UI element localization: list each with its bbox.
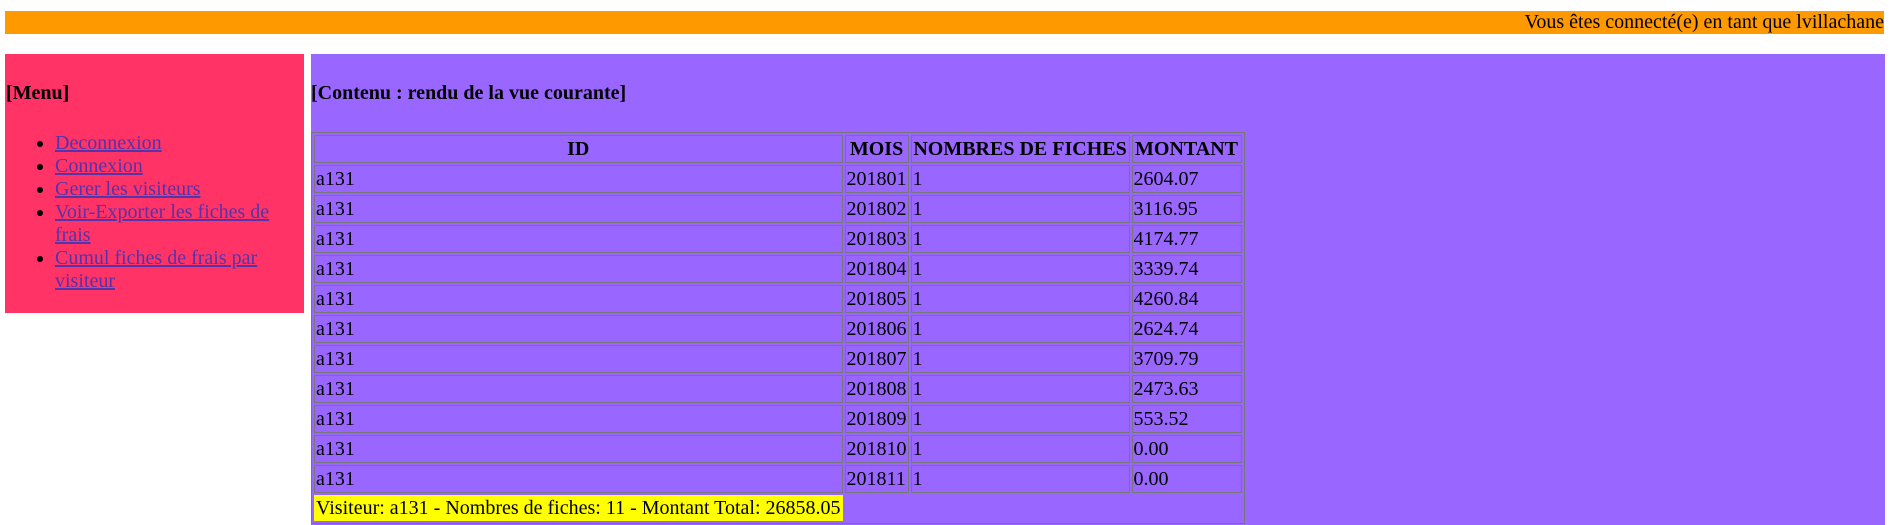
cell-montant: 0.00: [1131, 465, 1242, 493]
menu-item-connexion: Connexion: [55, 155, 285, 178]
table-row: a131 201807 1 3709.79: [314, 345, 1242, 373]
content-title: [Contenu : rendu de la vue courante]: [311, 82, 627, 104]
cell-nombres-fiches: 1: [910, 405, 1130, 433]
menu-item-voir-exporter: Voir-Exporter les fiches de frais: [55, 201, 285, 247]
cell-montant: 4174.77: [1131, 225, 1242, 253]
cell-id: a131: [314, 225, 843, 253]
table-row: a131 201805 1 4260.84: [314, 285, 1242, 313]
menu-list: Deconnexion Connexion Gerer les visiteur…: [5, 132, 285, 293]
connexion-link[interactable]: Connexion: [55, 155, 143, 177]
gerer-visiteurs-link[interactable]: Gerer les visiteurs: [55, 178, 201, 200]
cell-nombres-fiches: 1: [910, 165, 1130, 193]
cell-mois: 201808: [844, 375, 909, 403]
connected-user-text: Vous êtes connecté(e) en tant que lvilla…: [1524, 11, 1884, 33]
cell-montant: 3709.79: [1131, 345, 1242, 373]
cell-montant: 2473.63: [1131, 375, 1242, 403]
visitor-summary: Visiteur: a131 - Nombres de fiches: 11 -…: [314, 495, 843, 521]
cell-id: a131: [314, 285, 843, 313]
cumul-fiches-link[interactable]: Cumul fiches de frais par visiteur: [55, 247, 258, 292]
cell-mois: 201805: [844, 285, 909, 313]
menu-item-deconnexion: Deconnexion: [55, 132, 285, 155]
summary-row: Visiteur: a131 - Nombres de fiches: 11 -…: [314, 495, 1242, 521]
cell-mois: 201809: [844, 405, 909, 433]
cell-id: a131: [314, 435, 843, 463]
cell-montant: 553.52: [1131, 405, 1242, 433]
cell-nombres-fiches: 1: [910, 285, 1130, 313]
cell-nombres-fiches: 1: [910, 435, 1130, 463]
cell-mois: 201811: [844, 465, 909, 493]
cell-montant: 3339.74: [1131, 255, 1242, 283]
fiches-table: ID MOIS NOMBRES DE FICHES MONTANT a131 2…: [311, 132, 1245, 524]
table-row: a131 201804 1 3339.74: [314, 255, 1242, 283]
table-row: a131 201811 1 0.00: [314, 465, 1242, 493]
cell-mois: 201802: [844, 195, 909, 223]
cell-nombres-fiches: 1: [910, 375, 1130, 403]
cell-montant: 0.00: [1131, 435, 1242, 463]
header-mois: MOIS: [844, 135, 909, 163]
cell-id: a131: [314, 315, 843, 343]
menu-title: [Menu]: [6, 82, 70, 104]
menu-item-cumul-fiches: Cumul fiches de frais par visiteur: [55, 247, 285, 293]
cell-id: a131: [314, 255, 843, 283]
cell-id: a131: [314, 165, 843, 193]
cell-mois: 201803: [844, 225, 909, 253]
cell-id: a131: [314, 405, 843, 433]
cell-nombres-fiches: 1: [910, 225, 1130, 253]
table-row: a131 201803 1 4174.77: [314, 225, 1242, 253]
table-row: a131 201809 1 553.52: [314, 405, 1242, 433]
cell-id: a131: [314, 195, 843, 223]
cell-nombres-fiches: 1: [910, 195, 1130, 223]
table-row: a131 201802 1 3116.95: [314, 195, 1242, 223]
header-nombres-fiches: NOMBRES DE FICHES: [910, 135, 1130, 163]
deconnexion-link[interactable]: Deconnexion: [55, 132, 162, 154]
cell-mois: 201801: [844, 165, 909, 193]
cell-id: a131: [314, 375, 843, 403]
cell-nombres-fiches: 1: [910, 255, 1130, 283]
menu-item-gerer-visiteurs: Gerer les visiteurs: [55, 178, 285, 201]
voir-exporter-link[interactable]: Voir-Exporter les fiches de frais: [55, 201, 270, 246]
cell-id: a131: [314, 465, 843, 493]
table-row: a131 201808 1 2473.63: [314, 375, 1242, 403]
summary-cell: Visiteur: a131 - Nombres de fiches: 11 -…: [314, 495, 843, 521]
table-row: a131 201801 1 2604.07: [314, 165, 1242, 193]
cell-mois: 201810: [844, 435, 909, 463]
cell-id: a131: [314, 345, 843, 373]
cell-mois: 201807: [844, 345, 909, 373]
table-container: ID MOIS NOMBRES DE FICHES MONTANT a131 2…: [311, 132, 1245, 524]
table-row: a131 201806 1 2624.74: [314, 315, 1242, 343]
cell-nombres-fiches: 1: [910, 345, 1130, 373]
cell-nombres-fiches: 1: [910, 465, 1130, 493]
cell-montant: 2604.07: [1131, 165, 1242, 193]
sidebar-menu: [Menu] Deconnexion Connexion Gerer les v…: [5, 54, 304, 313]
cell-montant: 3116.95: [1131, 195, 1242, 223]
header-montant: MONTANT: [1131, 135, 1242, 163]
main-content: [Contenu : rendu de la vue courante] ID …: [311, 54, 1885, 525]
cell-montant: 2624.74: [1131, 315, 1242, 343]
cell-mois: 201806: [844, 315, 909, 343]
cell-mois: 201804: [844, 255, 909, 283]
table-row: a131 201810 1 0.00: [314, 435, 1242, 463]
table-header-row: ID MOIS NOMBRES DE FICHES MONTANT: [314, 135, 1242, 163]
cell-nombres-fiches: 1: [910, 315, 1130, 343]
cell-montant: 4260.84: [1131, 285, 1242, 313]
header-id: ID: [314, 135, 843, 163]
connection-status-bar: Vous êtes connecté(e) en tant que lvilla…: [5, 11, 1884, 34]
